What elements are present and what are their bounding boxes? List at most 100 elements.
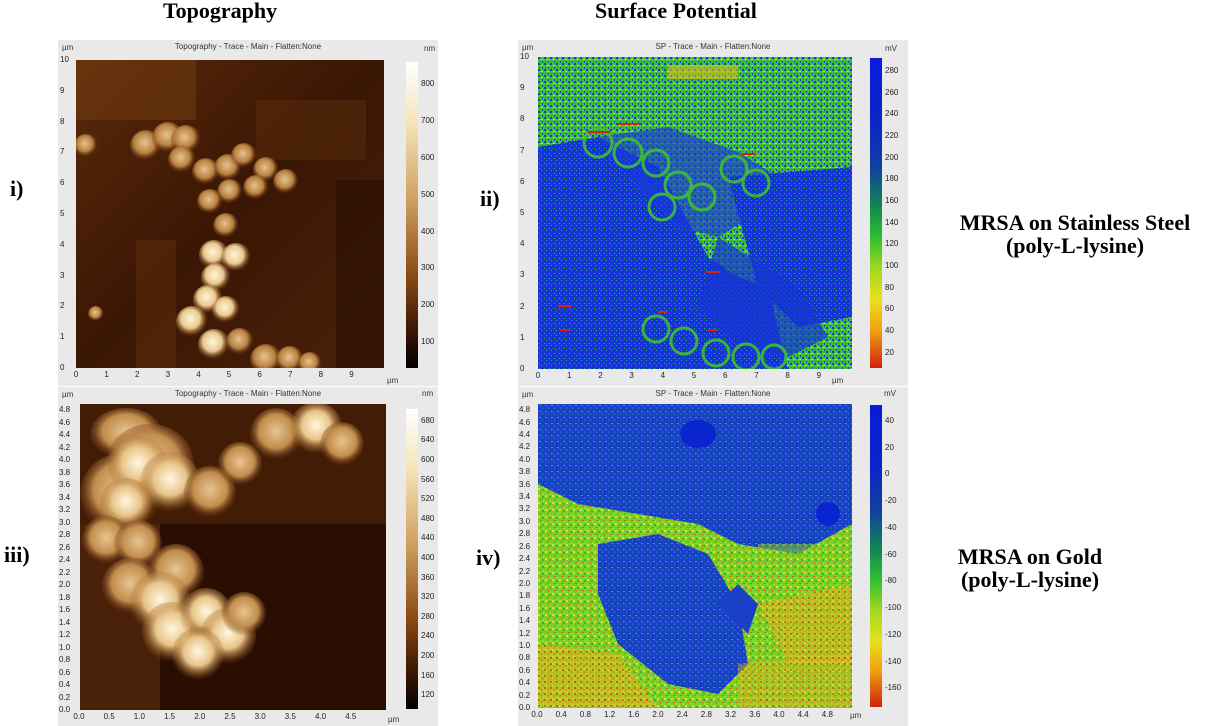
y-tick-label: 2.8 [59,530,71,540]
y-tick-label: 0 [520,364,525,373]
x-tick-label: 2.0 [652,710,664,719]
y-tick-label: 0.4 [519,678,531,688]
y-tick-label: 5 [60,209,65,218]
panel-sp-steel: SP - Trace - Main - Flatten:None µm mV µ… [518,40,908,386]
colorbar-tick-label: 240 [421,631,435,641]
axis-unit-x: µm [850,711,862,720]
y-tick-label: 4.2 [519,442,531,452]
colorbar-tick-label: 600 [421,152,435,162]
caption-gold: MRSA on Gold (poly-L-lysine) [930,545,1130,591]
y-tick-label: 2.4 [519,554,531,564]
y-tick-label: 9 [520,83,525,93]
colorbar-tick-label: 400 [421,226,435,236]
panel-topography-gold: Topography - Trace - Main - Flatten:None… [58,387,438,726]
x-tick-label: 8 [318,370,324,379]
y-tick-label: 0.8 [519,653,531,663]
y-tick-label: 0.0 [519,703,531,712]
x-tick-label: 6 [723,371,728,380]
y-tick-label: 0.0 [59,705,71,714]
y-tick-label: 10 [60,55,69,64]
colorbar-tick-label: 160 [885,196,899,206]
row-label-iii: iii) [4,542,30,567]
y-tick-label: 2.4 [59,555,71,565]
colorbar-tick-label: 60 [885,304,894,314]
colorbar-tick-label: -60 [885,549,897,559]
y-tick-label: 0.6 [519,665,531,675]
x-tick-label: 4.8 [821,710,833,719]
colorbar-tick-label: 500 [421,189,435,199]
colorbar-tick-label: 120 [885,239,899,249]
x-tick-label: 4 [660,371,666,380]
colorbar-tick-label: 220 [885,131,899,141]
x-tick-label: 1.5 [164,712,176,721]
y-tick-label: 9 [60,85,65,95]
y-tick-label: 2.2 [59,567,71,577]
x-tick-label: 4.4 [797,710,809,719]
y-tick-label: 4.4 [59,430,71,440]
y-tick-label: 8 [520,114,525,124]
y-tick-label: 3.6 [59,480,71,490]
panel-title: SP - Trace - Main - Flatten:None [655,389,771,398]
colorbar-tick-label: 20 [885,347,894,357]
colorbar-tick-label: 20 [885,442,894,452]
colorbar-unit: nm [424,44,436,53]
y-tick-label: 0.8 [59,655,71,665]
y-tick-label: 2.0 [59,580,71,590]
y-tick-label: 4 [520,239,525,249]
y-tick-label: 3.4 [59,492,71,502]
y-tick-label: 1.4 [59,617,71,627]
colorbar-tick-label: 240 [885,109,899,119]
y-tick-label: 4.2 [59,442,71,452]
colorbar-tick-label: 140 [885,217,899,227]
colorbar-tick-label: 120 [421,690,435,700]
x-tick-label: 2.0 [194,712,206,721]
colorbar-tick-label: 0 [885,469,890,479]
x-tick-label: 0.5 [103,712,115,721]
x-tick-label: 0.4 [555,710,567,719]
x-tick-label: 0.0 [531,710,543,719]
colorbar-tick-label: -40 [885,522,897,532]
y-tick-label: 3.8 [519,467,531,477]
colorbar-tick-label: 800 [421,79,435,89]
x-tick-label: 1.0 [133,712,145,721]
row-label-iv: iv) [476,545,501,570]
x-tick-label: 0 [73,370,79,379]
y-tick-label: 3.4 [519,492,531,502]
y-tick-label: 0.6 [59,667,71,677]
colorbar-unit: mV [884,389,896,398]
colorbar [406,409,418,709]
colorbar-tick-label: 280 [421,611,435,621]
y-tick-label: 6 [520,176,525,186]
axis-unit-x: µm [832,376,844,385]
colorbar-tick-label: 560 [421,474,435,484]
x-tick-label: 9 [816,371,822,380]
x-tick-label: 3.6 [749,710,761,719]
axis-unit-x: µm [388,715,400,724]
x-tick-label: 0.0 [73,712,85,721]
y-tick-label: 2 [520,301,525,311]
x-tick-label: 4.5 [345,712,357,721]
row-label-i: i) [10,176,24,201]
colorbar-tick-label: 100 [421,337,435,347]
y-tick-label: 2.0 [519,578,531,588]
sp-image [538,57,852,369]
colorbar-tick-label: 300 [421,263,435,273]
colorbar-tick-label: 680 [421,415,435,425]
x-tick-label: 2.4 [676,710,688,719]
x-tick-label: 4.0 [315,712,327,721]
x-tick-label: 1 [104,370,109,379]
colorbar-tick-label: 200 [421,300,435,310]
y-tick-label: 4.0 [59,455,71,465]
x-tick-label: 1.2 [604,710,616,719]
y-tick-label: 1.8 [519,591,531,601]
y-tick-label: 1 [60,332,65,342]
x-tick-label: 0.8 [579,710,591,719]
colorbar-tick-label: 480 [421,513,435,523]
y-tick-label: 4.8 [59,405,71,415]
y-tick-label: 8 [60,116,65,126]
colorbar-tick-label: 40 [885,326,894,336]
sp-image [538,404,852,708]
y-tick-label: 1.8 [59,592,71,602]
y-tick-label: 2.8 [519,529,531,539]
caption-gold-line2: (poly-L-lysine) [960,567,1100,592]
